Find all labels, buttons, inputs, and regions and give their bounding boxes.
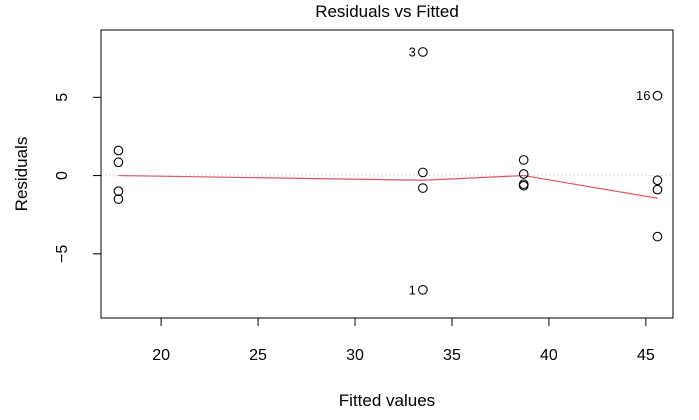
y-tick-label: −5 bbox=[54, 245, 71, 263]
data-point bbox=[652, 184, 663, 195]
point-label: 3 bbox=[409, 44, 416, 59]
data-point bbox=[652, 90, 663, 101]
data-point bbox=[652, 175, 663, 186]
data-point bbox=[418, 183, 428, 193]
y-axis-label: Residuals bbox=[12, 137, 31, 212]
data-point bbox=[518, 155, 529, 165]
x-tick-label: 20 bbox=[152, 347, 170, 364]
data-point bbox=[418, 47, 428, 57]
data-point bbox=[518, 169, 529, 179]
point-label: 16 bbox=[636, 88, 650, 103]
x-tick-label: 40 bbox=[540, 347, 558, 364]
data-point bbox=[113, 157, 124, 168]
y-tick-label: 0 bbox=[54, 171, 71, 180]
plot-box bbox=[100, 29, 674, 319]
x-tick-label: 35 bbox=[443, 347, 461, 364]
smooth-line bbox=[118, 174, 658, 199]
y-tick-label: 5 bbox=[54, 93, 71, 102]
data-point bbox=[652, 231, 663, 242]
data-point bbox=[113, 145, 124, 156]
y-axis: −5 0 5 bbox=[54, 93, 102, 263]
x-tick-label: 45 bbox=[637, 347, 655, 364]
x-axis-label: Fitted values bbox=[339, 391, 435, 410]
point-label: 1 bbox=[409, 282, 416, 297]
x-tick-label: 30 bbox=[346, 347, 364, 364]
data-point bbox=[418, 167, 428, 178]
data-point bbox=[113, 186, 124, 197]
data-point bbox=[518, 180, 529, 191]
data-point bbox=[418, 284, 428, 295]
x-axis: 20 25 30 35 40 45 bbox=[152, 317, 655, 364]
chart-title: Residuals vs Fitted bbox=[315, 2, 459, 21]
data-point bbox=[113, 194, 124, 204]
x-tick-label: 25 bbox=[249, 347, 267, 364]
